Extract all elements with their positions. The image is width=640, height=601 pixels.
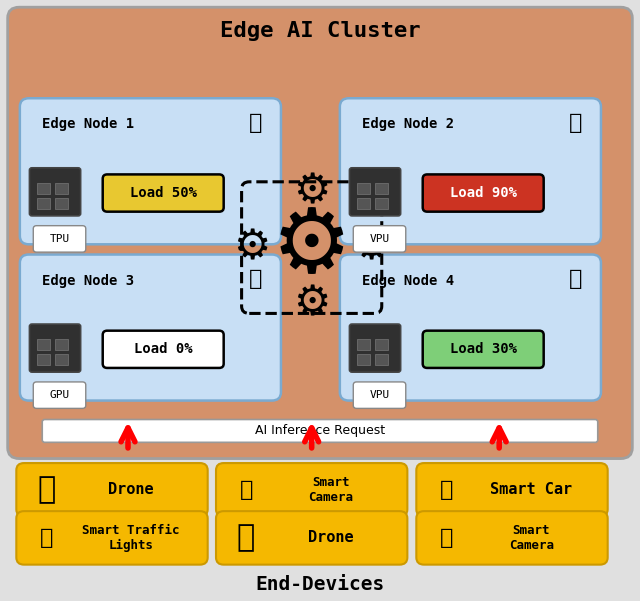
FancyBboxPatch shape bbox=[349, 168, 401, 216]
FancyBboxPatch shape bbox=[375, 183, 388, 194]
Text: Edge AI Cluster: Edge AI Cluster bbox=[220, 21, 420, 41]
Text: ⚙: ⚙ bbox=[353, 227, 390, 269]
Text: Drone: Drone bbox=[108, 483, 154, 497]
FancyBboxPatch shape bbox=[55, 198, 68, 209]
Text: 👤: 👤 bbox=[569, 113, 582, 133]
Text: 🚁: 🚁 bbox=[37, 475, 56, 504]
FancyBboxPatch shape bbox=[357, 354, 370, 365]
FancyBboxPatch shape bbox=[37, 339, 50, 350]
Text: Drone: Drone bbox=[308, 531, 354, 545]
Text: Smart Car: Smart Car bbox=[490, 483, 572, 497]
Text: VPU: VPU bbox=[369, 234, 390, 244]
Text: Edge Node 4: Edge Node 4 bbox=[362, 273, 454, 288]
Text: ⚙: ⚙ bbox=[293, 282, 330, 325]
Text: AI Inference Request: AI Inference Request bbox=[255, 424, 385, 438]
FancyBboxPatch shape bbox=[42, 419, 598, 442]
Text: Edge Node 1: Edge Node 1 bbox=[42, 118, 134, 132]
FancyBboxPatch shape bbox=[55, 183, 68, 194]
FancyBboxPatch shape bbox=[417, 463, 608, 517]
FancyBboxPatch shape bbox=[340, 99, 601, 245]
FancyBboxPatch shape bbox=[16, 511, 207, 565]
FancyBboxPatch shape bbox=[349, 324, 401, 372]
FancyBboxPatch shape bbox=[357, 198, 370, 209]
FancyBboxPatch shape bbox=[20, 99, 281, 245]
Text: Load 0%: Load 0% bbox=[134, 343, 193, 356]
FancyBboxPatch shape bbox=[422, 331, 543, 368]
FancyBboxPatch shape bbox=[37, 198, 50, 209]
Text: 👤: 👤 bbox=[249, 113, 262, 133]
FancyBboxPatch shape bbox=[20, 255, 281, 400]
Text: 🚁: 🚁 bbox=[237, 523, 255, 552]
FancyBboxPatch shape bbox=[37, 354, 50, 365]
FancyBboxPatch shape bbox=[340, 255, 601, 400]
Text: 📷: 📷 bbox=[440, 528, 453, 548]
FancyBboxPatch shape bbox=[102, 331, 224, 368]
FancyBboxPatch shape bbox=[37, 183, 50, 194]
FancyBboxPatch shape bbox=[353, 382, 406, 409]
FancyBboxPatch shape bbox=[216, 511, 408, 565]
Text: 👤: 👤 bbox=[569, 269, 582, 289]
Text: TPU: TPU bbox=[49, 234, 70, 244]
FancyBboxPatch shape bbox=[375, 339, 388, 350]
FancyBboxPatch shape bbox=[102, 174, 224, 212]
Text: Smart
Camera: Smart Camera bbox=[308, 476, 353, 504]
FancyBboxPatch shape bbox=[357, 183, 370, 194]
Text: GPU: GPU bbox=[49, 390, 70, 400]
FancyBboxPatch shape bbox=[55, 354, 68, 365]
Text: 🚗: 🚗 bbox=[440, 480, 453, 500]
FancyBboxPatch shape bbox=[16, 463, 207, 517]
Text: ⚙: ⚙ bbox=[272, 204, 351, 291]
FancyBboxPatch shape bbox=[375, 354, 388, 365]
Text: 📷: 📷 bbox=[239, 480, 253, 500]
FancyBboxPatch shape bbox=[55, 339, 68, 350]
Text: ⚙: ⚙ bbox=[234, 227, 271, 269]
Text: VPU: VPU bbox=[369, 390, 390, 400]
FancyBboxPatch shape bbox=[216, 463, 408, 517]
FancyBboxPatch shape bbox=[33, 382, 86, 409]
Text: Load 50%: Load 50% bbox=[130, 186, 196, 200]
FancyBboxPatch shape bbox=[357, 339, 370, 350]
Text: ⚙: ⚙ bbox=[293, 171, 330, 213]
Text: 👤: 👤 bbox=[249, 269, 262, 289]
Text: End-Devices: End-Devices bbox=[255, 575, 385, 594]
Text: Edge Node 2: Edge Node 2 bbox=[362, 118, 454, 132]
Text: Load 90%: Load 90% bbox=[450, 186, 516, 200]
FancyBboxPatch shape bbox=[417, 511, 608, 565]
FancyBboxPatch shape bbox=[8, 7, 632, 459]
Text: Edge Node 3: Edge Node 3 bbox=[42, 273, 134, 288]
FancyBboxPatch shape bbox=[375, 198, 388, 209]
FancyBboxPatch shape bbox=[33, 226, 86, 252]
FancyBboxPatch shape bbox=[353, 226, 406, 252]
FancyBboxPatch shape bbox=[422, 174, 543, 212]
Text: Smart Traffic
Lights: Smart Traffic Lights bbox=[83, 524, 180, 552]
FancyBboxPatch shape bbox=[29, 168, 81, 216]
FancyBboxPatch shape bbox=[29, 324, 81, 372]
Text: 🚦: 🚦 bbox=[40, 528, 53, 548]
Text: Load 30%: Load 30% bbox=[450, 343, 516, 356]
Text: Smart
Camera: Smart Camera bbox=[509, 524, 554, 552]
